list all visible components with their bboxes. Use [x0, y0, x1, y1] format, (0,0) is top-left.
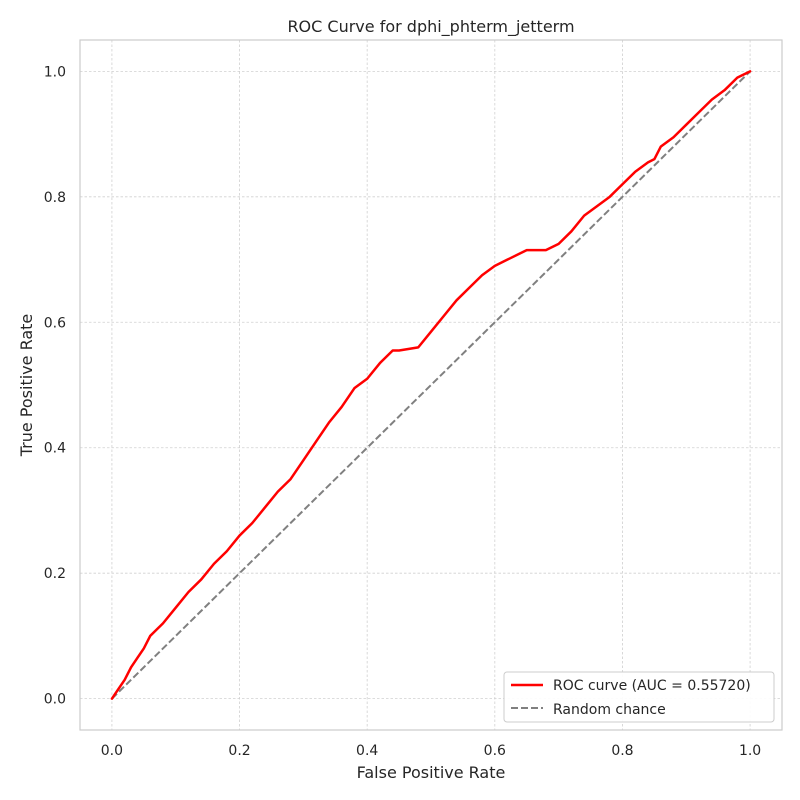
y-tick-label: 0.0 [44, 692, 66, 708]
y-tick-label: 0.4 [44, 441, 66, 457]
y-tick-label: 0.8 [44, 190, 66, 206]
series-layer [110, 70, 752, 700]
chart-title: ROC Curve for dphi_phterm_jetterm [287, 17, 574, 37]
legend: ROC curve (AUC = 0.55720) Random chance [503, 671, 775, 723]
grid [80, 40, 782, 730]
roc-curve-line [110, 70, 752, 700]
x-tick-label: 0.0 [101, 743, 123, 759]
x-tick-label: 0.2 [228, 743, 250, 759]
random-chance-line [111, 70, 751, 700]
x-tick-label: 1.0 [739, 743, 761, 759]
y-tick-label: 1.0 [44, 64, 66, 80]
legend-box [503, 671, 775, 723]
x-tick-label: 0.4 [356, 743, 378, 759]
x-tick-label: 0.8 [611, 743, 633, 759]
y-tick-label: 0.2 [44, 566, 66, 582]
legend-label-random: Random chance [553, 702, 666, 718]
y-axis-label: True Positive Rate [17, 314, 36, 458]
ticks: 0.0 0.2 0.4 0.6 0.8 1.0 0.0 0.2 0.4 0.6 0.8 1.0 [44, 64, 761, 759]
plot-frame [79, 39, 783, 731]
legend-label-roc: ROC curve (AUC = 0.55720) [553, 678, 751, 694]
y-tick-label: 0.6 [44, 315, 66, 331]
x-tick-label: 0.6 [484, 743, 506, 759]
x-axis-label: False Positive Rate [357, 763, 506, 782]
